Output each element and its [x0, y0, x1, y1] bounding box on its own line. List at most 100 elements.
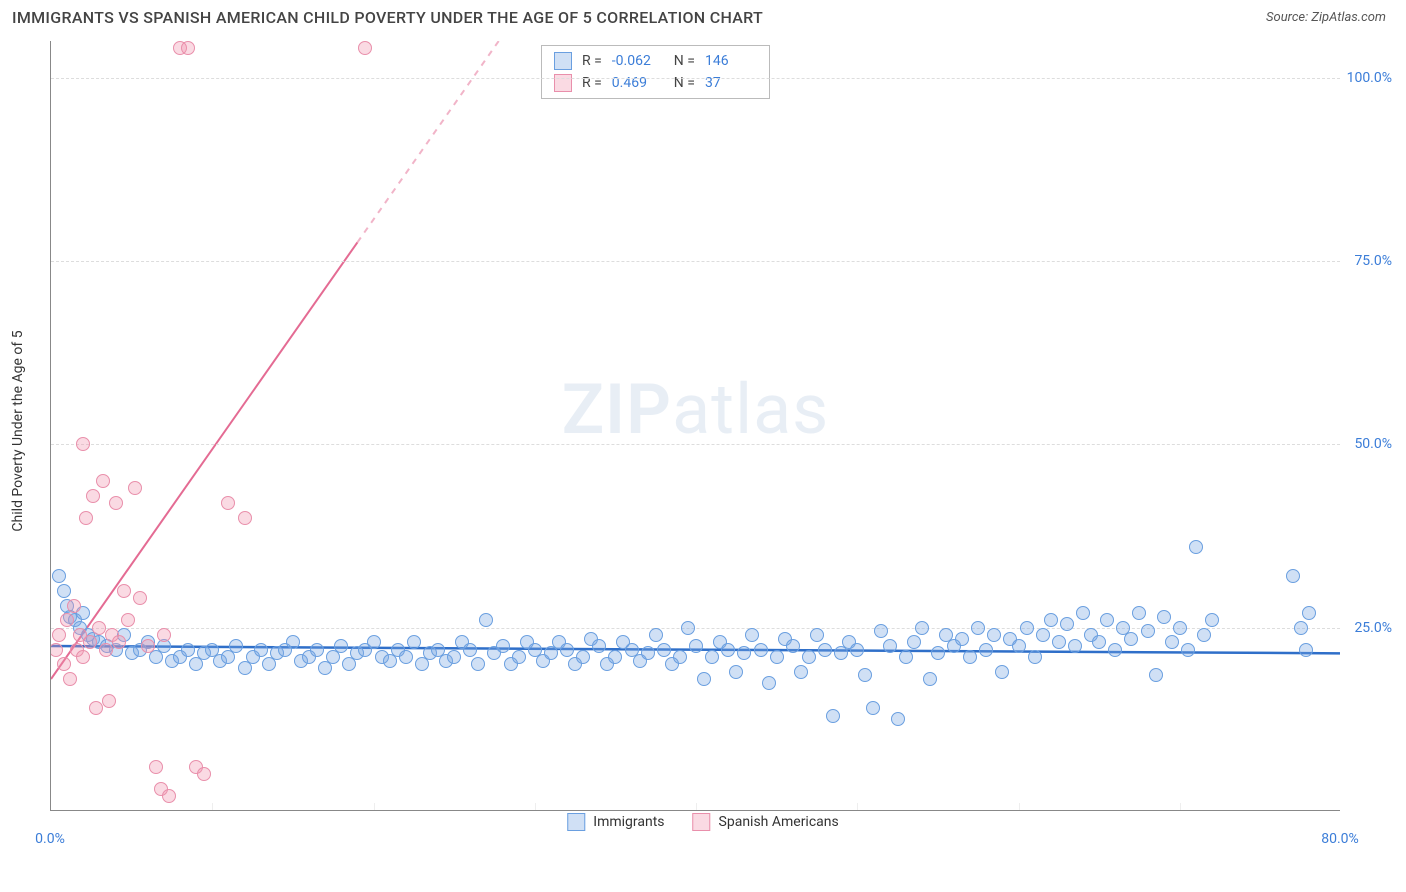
- stats-row-immigrants: R = -0.062 N = 146: [554, 50, 757, 72]
- point-spanish: [76, 437, 90, 451]
- stat-r-value-immigrants: -0.062: [612, 53, 664, 69]
- stat-r-label: R =: [582, 53, 602, 69]
- point-immigrants: [826, 709, 840, 723]
- point-immigrants: [689, 639, 703, 653]
- point-immigrants: [608, 650, 622, 664]
- point-immigrants: [1052, 635, 1066, 649]
- point-immigrants: [52, 569, 66, 583]
- point-immigrants: [874, 624, 888, 638]
- point-immigrants: [818, 643, 832, 657]
- gridline-v: [374, 803, 375, 811]
- point-spanish: [96, 474, 110, 488]
- point-immigrants: [1205, 613, 1219, 627]
- y-tick-label: 25.0%: [1354, 620, 1392, 636]
- stat-n-value-immigrants: 146: [705, 53, 757, 69]
- legend-label-spanish: Spanish Americans: [719, 814, 839, 830]
- point-immigrants: [995, 665, 1009, 679]
- gridline-v: [696, 803, 697, 811]
- point-immigrants: [1108, 643, 1122, 657]
- point-spanish: [112, 635, 126, 649]
- legend-item-immigrants: Immigrants: [567, 813, 664, 831]
- stats-legend: R = -0.062 N = 146 R = 0.469 N = 37: [541, 45, 770, 99]
- point-immigrants: [770, 650, 784, 664]
- point-spanish: [92, 621, 106, 635]
- point-immigrants: [1036, 628, 1050, 642]
- point-immigrants: [399, 650, 413, 664]
- y-tick-label: 75.0%: [1354, 253, 1392, 269]
- point-immigrants: [786, 639, 800, 653]
- point-immigrants: [310, 643, 324, 657]
- point-spanish: [76, 650, 90, 664]
- point-immigrants: [479, 613, 493, 627]
- point-immigrants: [254, 643, 268, 657]
- point-immigrants: [447, 650, 461, 664]
- point-immigrants: [955, 632, 969, 646]
- trend-lines-svg: [51, 41, 1340, 810]
- point-immigrants: [810, 628, 824, 642]
- point-immigrants: [1173, 621, 1187, 635]
- point-spanish: [181, 41, 195, 55]
- point-immigrants: [286, 635, 300, 649]
- gridline-h: [51, 261, 1340, 262]
- bottom-legend: Immigrants Spanish Americans: [567, 813, 838, 831]
- chart-title: IMMIGRANTS VS SPANISH AMERICAN CHILD POV…: [12, 8, 763, 27]
- point-spanish: [50, 643, 63, 657]
- point-spanish: [162, 789, 176, 803]
- point-immigrants: [1092, 635, 1106, 649]
- point-immigrants: [1012, 639, 1026, 653]
- y-tick-label: 50.0%: [1354, 436, 1392, 452]
- point-immigrants: [1132, 606, 1146, 620]
- legend-swatch-spanish: [693, 813, 711, 831]
- point-immigrants: [745, 628, 759, 642]
- point-immigrants: [1028, 650, 1042, 664]
- point-immigrants: [737, 646, 751, 660]
- point-spanish: [133, 591, 147, 605]
- watermark-bold: ZIP: [562, 369, 672, 451]
- point-spanish: [117, 584, 131, 598]
- point-spanish: [83, 635, 97, 649]
- point-immigrants: [471, 657, 485, 671]
- point-spanish: [86, 489, 100, 503]
- point-immigrants: [576, 650, 590, 664]
- point-immigrants: [560, 643, 574, 657]
- point-immigrants: [1165, 635, 1179, 649]
- y-tick-label: 100.0%: [1347, 70, 1392, 86]
- point-immigrants: [915, 621, 929, 635]
- point-spanish: [79, 511, 93, 525]
- point-immigrants: [907, 635, 921, 649]
- gridline-h: [51, 78, 1340, 79]
- point-immigrants: [923, 672, 937, 686]
- point-spanish: [358, 41, 372, 55]
- point-immigrants: [657, 643, 671, 657]
- point-spanish: [238, 511, 252, 525]
- point-immigrants: [1149, 668, 1163, 682]
- point-immigrants: [1076, 606, 1090, 620]
- x-tick-label: 0.0%: [35, 831, 65, 847]
- point-immigrants: [899, 650, 913, 664]
- swatch-immigrants: [554, 52, 572, 70]
- point-immigrants: [754, 643, 768, 657]
- stats-row-spanish: R = 0.469 N = 37: [554, 72, 757, 94]
- stat-n-label: N =: [674, 53, 695, 69]
- point-spanish: [157, 628, 171, 642]
- source-label: Source: ZipAtlas.com: [1266, 10, 1386, 25]
- point-immigrants: [1197, 628, 1211, 642]
- point-immigrants: [1141, 624, 1155, 638]
- plot-area: ZIPatlas R = -0.062 N = 146 R = 0.469 N …: [50, 41, 1340, 811]
- point-spanish: [63, 672, 77, 686]
- legend-item-spanish: Spanish Americans: [693, 813, 839, 831]
- legend-swatch-immigrants: [567, 813, 585, 831]
- point-immigrants: [850, 643, 864, 657]
- point-spanish: [149, 760, 163, 774]
- point-spanish: [141, 639, 155, 653]
- point-immigrants: [979, 643, 993, 657]
- point-immigrants: [1068, 639, 1082, 653]
- point-immigrants: [673, 650, 687, 664]
- x-tick-label: 80.0%: [1321, 831, 1359, 847]
- point-immigrants: [987, 628, 1001, 642]
- point-immigrants: [1100, 613, 1114, 627]
- watermark-rest: atlas: [672, 369, 829, 451]
- y-axis-label: Child Poverty Under the Age of 5: [10, 330, 26, 531]
- point-immigrants: [1157, 610, 1171, 624]
- point-spanish: [99, 643, 113, 657]
